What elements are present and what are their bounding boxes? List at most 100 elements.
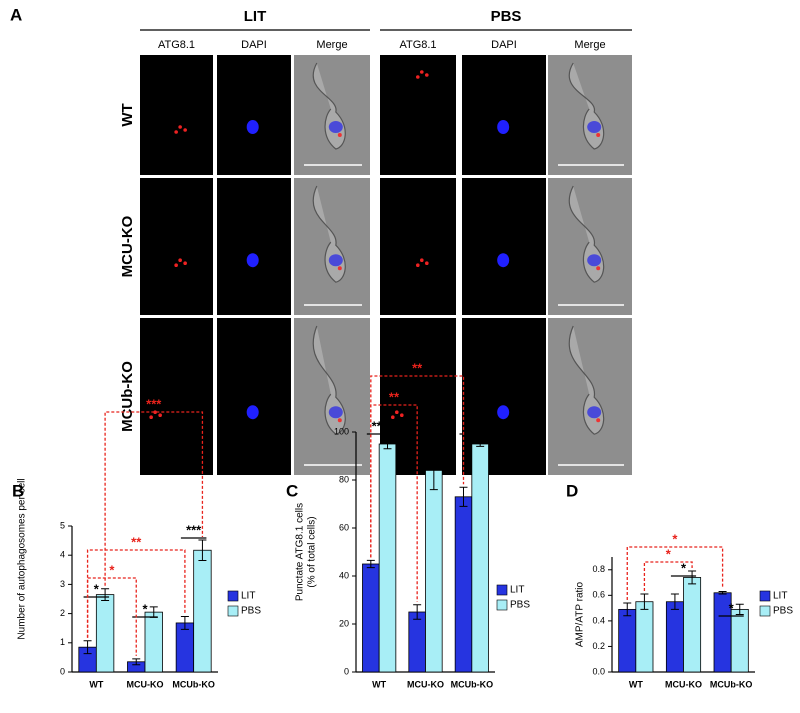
legend-label: PBS — [773, 606, 793, 617]
y-tick-label: 0.8 — [592, 564, 605, 574]
x-tick-label: MCUb-KO — [451, 679, 494, 689]
significance-label: ** — [131, 534, 142, 549]
puncta — [183, 128, 187, 132]
puncta — [337, 418, 342, 423]
legend-label: LIT — [773, 591, 787, 602]
puncta — [183, 261, 187, 266]
y-tick-label: 100 — [334, 426, 349, 436]
y-tick-label: 5 — [60, 520, 65, 530]
puncta — [149, 415, 153, 420]
bar — [618, 608, 637, 673]
x-tick-label: MCUb-KO — [710, 679, 753, 689]
micrograph — [217, 178, 291, 315]
significance-label: *** — [186, 522, 202, 537]
legend-swatch — [496, 584, 508, 596]
group-header: LIT — [244, 8, 267, 25]
y-axis-label: Punctate ATG8.1 cells — [295, 503, 306, 601]
puncta — [596, 418, 601, 423]
panel-label: A — [10, 5, 22, 24]
significance-label: ** — [420, 439, 431, 454]
error-bar — [623, 602, 632, 617]
significance-bracket — [643, 561, 693, 592]
puncta — [158, 413, 162, 418]
y-tick-label: 1 — [60, 637, 65, 647]
error-bar — [688, 570, 697, 585]
y-tick-label: 3 — [60, 579, 65, 589]
y-tick-label: 0.4 — [592, 615, 605, 625]
puncta — [420, 258, 424, 263]
nucleus — [497, 405, 510, 420]
x-tick-label: MCUb-KO — [172, 679, 215, 689]
nucleus — [587, 121, 602, 133]
nucleus — [587, 254, 602, 267]
micrograph — [380, 55, 456, 175]
significance-label: * — [142, 601, 148, 616]
legend-label: LIT — [510, 585, 524, 596]
puncta — [420, 70, 424, 74]
legend-swatch — [227, 605, 239, 617]
puncta — [596, 266, 601, 271]
bar — [378, 443, 397, 673]
puncta — [174, 263, 178, 268]
nucleus — [328, 121, 343, 133]
y-tick-label: 60 — [339, 522, 349, 532]
error-bar — [640, 593, 649, 610]
y-axis-label: Number of autophagosomes per cell — [17, 478, 28, 639]
error-bar — [429, 450, 438, 491]
nucleus — [246, 120, 259, 134]
x-tick-label: WT — [372, 679, 386, 689]
puncta — [416, 263, 420, 268]
nucleus — [497, 253, 510, 268]
error-bar — [718, 591, 727, 595]
significance-bracket — [626, 546, 724, 600]
nucleus — [328, 254, 343, 267]
x-tick-label: MCU-KO — [407, 679, 444, 689]
micrograph — [140, 55, 213, 175]
y-tick-label: 0.2 — [592, 641, 605, 651]
y-tick-label: 0 — [344, 666, 349, 676]
row-label: MCUb-KO — [119, 361, 136, 432]
bar — [471, 443, 489, 673]
panel-label: B — [12, 481, 24, 500]
puncta — [153, 410, 157, 415]
legend-swatch — [496, 599, 508, 611]
significance-label: * — [672, 531, 678, 546]
significance-label: * — [94, 581, 100, 596]
micrograph — [462, 55, 546, 175]
puncta — [337, 266, 342, 271]
y-axis-label: (% of total cells) — [307, 516, 318, 587]
panel-label: D — [566, 481, 578, 500]
micrograph — [380, 178, 456, 315]
row-label: WT — [119, 103, 136, 126]
puncta — [416, 75, 420, 79]
puncta — [391, 415, 395, 420]
bar — [635, 601, 654, 673]
bar — [665, 601, 684, 673]
significance-bracket — [370, 375, 465, 558]
bar — [362, 563, 380, 673]
bar — [144, 611, 163, 673]
x-tick-label: MCU-KO — [127, 679, 164, 689]
bar — [730, 608, 749, 673]
bar — [683, 577, 702, 673]
x-tick-label: WT — [629, 679, 643, 689]
significance-bracket — [86, 549, 186, 638]
error-bar — [476, 441, 485, 447]
legend-swatch — [227, 590, 239, 602]
micrographs — [140, 55, 632, 475]
error-bar — [735, 603, 744, 615]
significance-label: ** — [412, 360, 423, 375]
micrograph — [217, 318, 291, 475]
micrograph — [462, 178, 546, 315]
puncta — [178, 258, 182, 263]
legend-swatch — [759, 590, 771, 602]
error-bar — [383, 438, 392, 450]
y-tick-label: 40 — [339, 570, 349, 580]
error-bar — [366, 559, 375, 569]
bar — [95, 594, 115, 673]
error-bar — [670, 593, 679, 610]
micrograph — [140, 318, 213, 475]
y-tick-label: 2 — [60, 608, 65, 618]
y-tick-label: 20 — [339, 618, 349, 628]
